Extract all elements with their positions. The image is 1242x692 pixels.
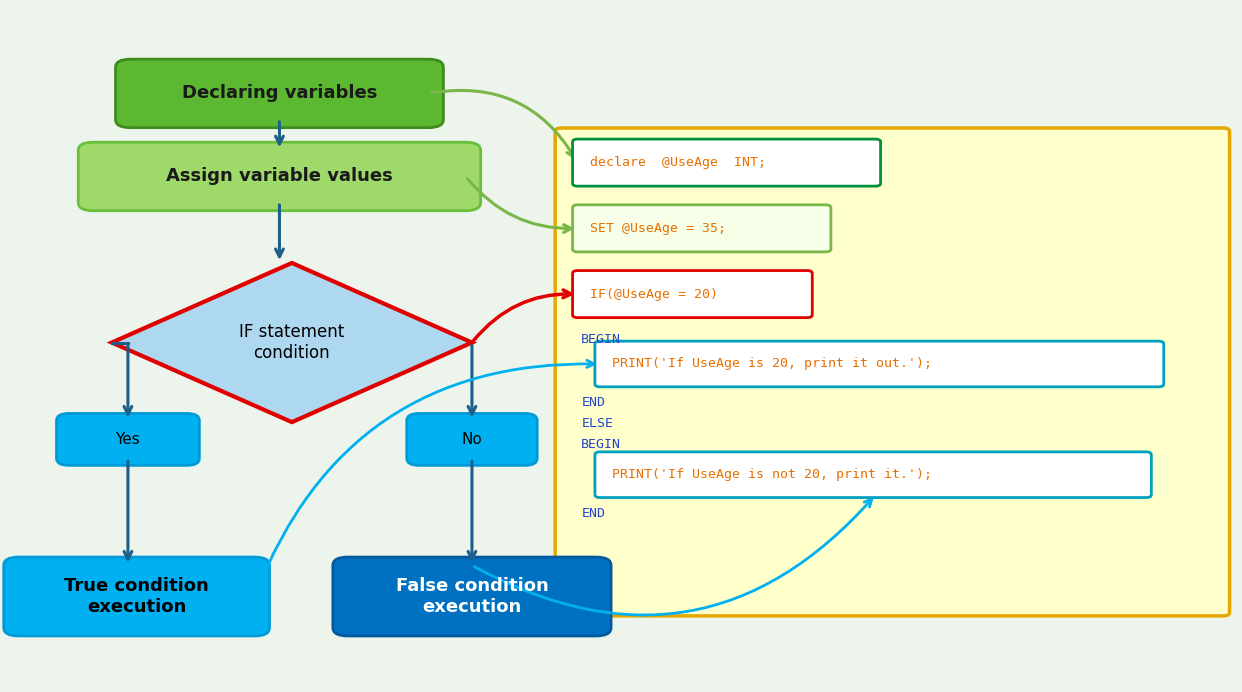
FancyBboxPatch shape [4, 557, 270, 636]
FancyBboxPatch shape [333, 557, 611, 636]
Text: END: END [581, 507, 605, 520]
FancyBboxPatch shape [407, 414, 537, 466]
FancyBboxPatch shape [78, 143, 481, 210]
FancyBboxPatch shape [555, 128, 1230, 616]
FancyBboxPatch shape [573, 205, 831, 252]
Text: No: No [462, 432, 482, 447]
FancyBboxPatch shape [116, 60, 443, 127]
FancyBboxPatch shape [595, 452, 1151, 498]
FancyBboxPatch shape [56, 414, 199, 466]
Text: PRINT('If UseAge is not 20, print it.');: PRINT('If UseAge is not 20, print it.'); [612, 468, 933, 481]
Text: IF(@UseAge = 20): IF(@UseAge = 20) [590, 288, 718, 300]
FancyBboxPatch shape [573, 139, 881, 186]
Text: SET @UseAge = 35;: SET @UseAge = 35; [590, 222, 727, 235]
Text: True condition
execution: True condition execution [65, 577, 209, 616]
Text: ELSE: ELSE [581, 417, 614, 430]
Polygon shape [112, 263, 472, 422]
Text: Declaring variables: Declaring variables [181, 84, 378, 102]
Text: END: END [581, 397, 605, 409]
Text: False condition
execution: False condition execution [396, 577, 548, 616]
Text: BEGIN: BEGIN [581, 438, 621, 450]
Text: PRINT('If UseAge is 20, print it out.');: PRINT('If UseAge is 20, print it out.'); [612, 358, 933, 370]
FancyBboxPatch shape [595, 341, 1164, 387]
FancyBboxPatch shape [573, 271, 812, 318]
Text: Yes: Yes [116, 432, 140, 447]
Text: Assign variable values: Assign variable values [166, 167, 392, 185]
Text: IF statement
condition: IF statement condition [240, 323, 344, 362]
Text: BEGIN: BEGIN [581, 333, 621, 345]
Text: declare  @UseAge  INT;: declare @UseAge INT; [590, 156, 766, 169]
